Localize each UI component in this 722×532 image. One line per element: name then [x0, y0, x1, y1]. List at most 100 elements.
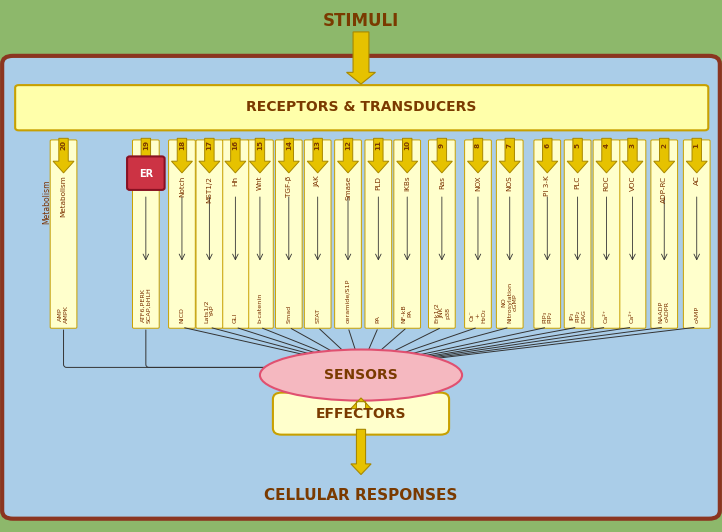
FancyBboxPatch shape	[222, 140, 248, 328]
Text: Ca²⁺: Ca²⁺	[630, 309, 635, 323]
Text: 20: 20	[61, 140, 66, 150]
Text: 12: 12	[345, 140, 351, 150]
FancyArrow shape	[278, 138, 300, 173]
Text: 1: 1	[694, 143, 700, 148]
Text: 7: 7	[507, 143, 513, 148]
Text: STIMULI: STIMULI	[323, 12, 399, 30]
FancyArrow shape	[171, 138, 193, 173]
Text: Smad: Smad	[287, 305, 291, 323]
Text: 10: 10	[404, 140, 410, 150]
Text: GLI: GLI	[233, 313, 238, 323]
FancyBboxPatch shape	[565, 140, 591, 328]
Text: NOS: NOS	[507, 176, 513, 192]
Text: NF-kB
PA: NF-kB PA	[402, 304, 412, 323]
FancyBboxPatch shape	[273, 393, 449, 435]
FancyArrow shape	[249, 138, 271, 173]
FancyBboxPatch shape	[619, 140, 646, 328]
Text: 14: 14	[286, 140, 292, 150]
Text: SENSORS: SENSORS	[324, 368, 398, 382]
Text: 8: 8	[475, 143, 481, 148]
FancyBboxPatch shape	[651, 140, 678, 328]
Text: Metabolism: Metabolism	[61, 176, 66, 217]
Text: 6: 6	[544, 143, 550, 148]
FancyArrow shape	[653, 138, 675, 173]
FancyArrow shape	[307, 138, 329, 173]
FancyArrow shape	[596, 138, 617, 173]
Text: CELLULAR RESPONSES: CELLULAR RESPONSES	[264, 488, 458, 503]
Text: PIP₃
PIP₂: PIP₃ PIP₂	[542, 311, 552, 323]
FancyArrow shape	[467, 138, 489, 173]
Text: PA: PA	[376, 315, 380, 323]
FancyBboxPatch shape	[276, 140, 302, 328]
FancyBboxPatch shape	[50, 140, 77, 328]
Text: IKBs: IKBs	[404, 176, 410, 191]
FancyBboxPatch shape	[246, 140, 273, 328]
Text: Erk1/2
JNK
p38: Erk1/2 JNK p38	[434, 302, 450, 323]
FancyArrow shape	[622, 138, 643, 173]
Text: Notch: Notch	[179, 176, 185, 197]
Text: AC: AC	[694, 176, 700, 186]
Text: ROC: ROC	[604, 176, 609, 191]
FancyArrow shape	[431, 138, 453, 173]
Text: Metabolism: Metabolism	[43, 180, 51, 225]
FancyBboxPatch shape	[593, 140, 619, 328]
Ellipse shape	[260, 350, 462, 401]
FancyArrow shape	[351, 398, 371, 409]
Text: PLC: PLC	[575, 176, 580, 189]
FancyBboxPatch shape	[365, 140, 392, 328]
FancyBboxPatch shape	[127, 156, 165, 190]
Text: VOC: VOC	[630, 176, 635, 191]
FancyArrow shape	[351, 429, 371, 475]
Text: STAT: STAT	[316, 308, 320, 323]
FancyBboxPatch shape	[465, 140, 492, 328]
Text: AMP
AMPK: AMP AMPK	[58, 305, 69, 323]
FancyBboxPatch shape	[15, 85, 708, 130]
Text: 17: 17	[206, 140, 212, 150]
Text: 4: 4	[604, 143, 609, 148]
Text: ceramide/S1P: ceramide/S1P	[346, 278, 350, 323]
Text: PI 3-K: PI 3-K	[544, 176, 550, 196]
Text: 13: 13	[315, 140, 321, 150]
Text: ATF6,PERK
SCAP,bHLH: ATF6,PERK SCAP,bHLH	[141, 287, 151, 323]
FancyArrow shape	[199, 138, 220, 173]
Text: Ras: Ras	[439, 176, 445, 188]
Text: NO
Nitrosylation
cGMP: NO Nitrosylation cGMP	[502, 282, 518, 323]
Text: ADP-RC: ADP-RC	[661, 176, 667, 203]
Text: Wnt: Wnt	[257, 176, 263, 190]
FancyBboxPatch shape	[497, 140, 523, 328]
FancyArrow shape	[499, 138, 521, 173]
Text: Hh: Hh	[232, 176, 238, 186]
FancyArrow shape	[367, 138, 389, 173]
FancyArrow shape	[135, 160, 157, 178]
Text: 18: 18	[179, 140, 185, 151]
FancyArrow shape	[53, 138, 74, 173]
Text: PLD: PLD	[375, 176, 381, 189]
FancyArrow shape	[396, 138, 418, 173]
Text: MST1/2: MST1/2	[206, 176, 212, 203]
Text: Ca²⁺: Ca²⁺	[604, 309, 609, 323]
Text: Smase: Smase	[345, 176, 351, 200]
Text: RECEPTORS & TRANSDUCERS: RECEPTORS & TRANSDUCERS	[245, 100, 477, 114]
FancyBboxPatch shape	[168, 140, 195, 328]
Text: JAK: JAK	[315, 176, 321, 187]
FancyArrow shape	[337, 138, 359, 173]
Text: 9: 9	[439, 143, 445, 148]
Text: 3: 3	[630, 143, 635, 148]
Text: 15: 15	[257, 140, 263, 151]
Text: TGF-β: TGF-β	[286, 176, 292, 197]
FancyBboxPatch shape	[429, 140, 456, 328]
Text: NAADP
cADPR: NAADP cADPR	[659, 301, 669, 323]
Text: O₂⁻
+
H₂O₂: O₂⁻ + H₂O₂	[470, 308, 486, 323]
Text: Lats1/2
YAP: Lats1/2 YAP	[204, 300, 214, 323]
FancyBboxPatch shape	[684, 140, 710, 328]
Text: 2: 2	[661, 143, 667, 148]
FancyArrow shape	[225, 138, 246, 173]
FancyBboxPatch shape	[334, 140, 361, 328]
Text: ER: ER	[139, 169, 153, 179]
Text: EFFECTORS: EFFECTORS	[316, 406, 406, 421]
FancyBboxPatch shape	[305, 140, 331, 328]
FancyBboxPatch shape	[133, 140, 159, 328]
FancyArrow shape	[536, 138, 558, 173]
FancyArrow shape	[135, 138, 157, 173]
Text: cAMP: cAMP	[695, 306, 699, 323]
